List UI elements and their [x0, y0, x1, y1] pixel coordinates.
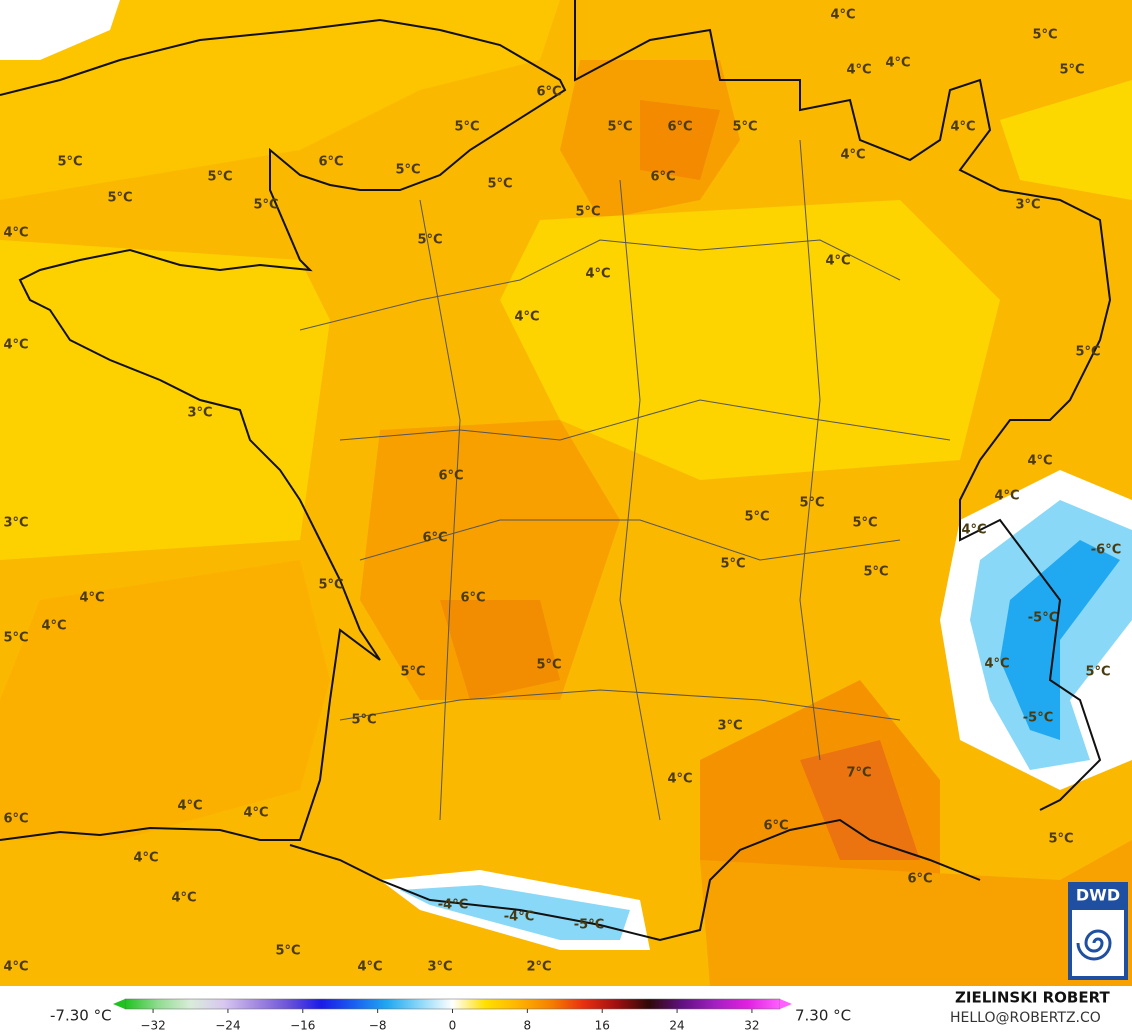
temperature-label: 5°C — [400, 665, 425, 680]
temperature-label: 4°C — [830, 8, 855, 23]
temperature-label: 4°C — [357, 960, 382, 975]
temperature-label: -5°C — [574, 918, 604, 933]
temperature-label: 3°C — [187, 406, 212, 421]
coastlines — [0, 0, 1112, 942]
temperature-label: -5°C — [1023, 711, 1053, 726]
temperature-label: 5°C — [575, 205, 600, 220]
temperature-label: 4°C — [79, 591, 104, 606]
temperature-fields — [0, 0, 1132, 986]
temperature-label: 7°C — [846, 766, 871, 781]
colorbar-bar — [124, 998, 781, 1010]
colorbar-tick-label: −32 — [140, 1019, 165, 1033]
temperature-label: -5°C — [1028, 611, 1058, 626]
temperature-label: 4°C — [41, 619, 66, 634]
colorbar-arrow-left — [113, 999, 125, 1009]
temperature-label: -6°C — [1091, 543, 1121, 558]
temperature-label: 4°C — [961, 523, 986, 538]
colorbar-tick-label: 0 — [449, 1019, 457, 1033]
temperature-label: 5°C — [732, 120, 757, 135]
temperature-label: 5°C — [3, 631, 28, 646]
colorbar-tick-label: −8 — [369, 1019, 387, 1033]
region-borders — [299, 139, 951, 821]
colorbar: −32 −24 −16 −8 0 8 16 24 32 -7.30 °C 7.30 °C — [50, 998, 851, 1033]
temperature-label: 5°C — [57, 155, 82, 170]
colorbar-max-label: 7.30 °C — [795, 1007, 851, 1025]
colorbar-tick-label: −16 — [290, 1019, 315, 1033]
logo-swirl — [1076, 929, 1112, 961]
temperature-label: 5°C — [1085, 665, 1110, 680]
temperature-label: 3°C — [717, 719, 742, 734]
temperature-label: 4°C — [840, 148, 865, 163]
temperature-label: 4°C — [885, 56, 910, 71]
colorbar-tick-label: 32 — [744, 1019, 759, 1033]
temperature-label: 4°C — [950, 120, 975, 135]
temperature-label: 5°C — [1075, 345, 1100, 360]
temperature-label: 5°C — [107, 191, 132, 206]
temperature-label: 5°C — [207, 170, 232, 185]
temperature-label: -4°C — [438, 898, 468, 913]
temperature-label: 4°C — [3, 226, 28, 241]
temperature-label: 5°C — [1059, 63, 1084, 78]
temperature-label: 4°C — [825, 254, 850, 269]
temperature-label: 3°C — [3, 516, 28, 531]
temperature-label: 5°C — [318, 578, 343, 593]
author: ZIELINSKI ROBERT — [955, 989, 1110, 1007]
temperature-label: 6°C — [667, 120, 692, 135]
colorbar-tick-label: 24 — [669, 1019, 684, 1033]
temperature-label: 5°C — [395, 163, 420, 178]
colorbar-arrow-right — [780, 999, 792, 1009]
temperature-label: 2°C — [526, 960, 551, 975]
temperature-label: 4°C — [243, 806, 268, 821]
temperature-label: 6°C — [907, 872, 932, 887]
temperature-label: 5°C — [1032, 28, 1057, 43]
temperature-labels: 4°C 5°C 4°C 4°C 5°C 6°C 5°C 5°C 6°C 5°C 4°C 5°C 6°C 5… — [3, 8, 1121, 975]
temperature-label: 6°C — [438, 469, 463, 484]
temperature-label: 6°C — [3, 812, 28, 827]
colorbar-tick-label: −24 — [215, 1019, 240, 1033]
temperature-label: 5°C — [351, 713, 376, 728]
temperature-label: 4°C — [177, 799, 202, 814]
temperature-label: 5°C — [253, 198, 278, 213]
temperature-label: 4°C — [514, 310, 539, 325]
temperature-label: 5°C — [487, 177, 512, 192]
temperature-label: 5°C — [536, 658, 561, 673]
temperature-label: 6°C — [460, 591, 485, 606]
temperature-label: -4°C — [504, 910, 534, 925]
colorbar-tick-label: 16 — [595, 1019, 610, 1033]
temperature-label: 4°C — [171, 891, 196, 906]
temperature-label: 5°C — [720, 557, 745, 572]
temperature-label: 4°C — [3, 960, 28, 975]
temperature-label: 5°C — [607, 120, 632, 135]
temperature-label: 6°C — [536, 85, 561, 100]
temperature-label: 4°C — [846, 63, 871, 78]
temperature-label: 3°C — [1015, 198, 1040, 213]
temperature-label: 5°C — [1048, 832, 1073, 847]
temperature-label: 4°C — [3, 338, 28, 353]
temperature-label: 5°C — [799, 496, 824, 511]
temperature-label: 5°C — [744, 510, 769, 525]
temperature-label: 6°C — [650, 170, 675, 185]
temperature-label: 6°C — [422, 531, 447, 546]
temperature-label: 4°C — [133, 851, 158, 866]
temperature-label: 4°C — [994, 489, 1019, 504]
temperature-label: 5°C — [275, 944, 300, 959]
temperature-label: 4°C — [667, 772, 692, 787]
colorbar-min-label: -7.30 °C — [50, 1007, 112, 1025]
temperature-label: 5°C — [852, 516, 877, 531]
logo-text: DWD — [1076, 886, 1120, 905]
temperature-label: 5°C — [863, 565, 888, 580]
temperature-label: 3°C — [427, 960, 452, 975]
logo-panel — [1072, 910, 1124, 976]
temperature-label: 4°C — [1027, 454, 1052, 469]
temperature-label: 5°C — [454, 120, 479, 135]
colorbar-tick-label: 8 — [524, 1019, 532, 1033]
temperature-label: 4°C — [984, 657, 1009, 672]
temperature-label: 6°C — [763, 819, 788, 834]
temperature-label: 6°C — [318, 155, 343, 170]
email: HELLO@ROBERTZ.CO — [950, 1010, 1101, 1026]
temperature-label: 4°C — [585, 267, 610, 282]
temperature-label: 5°C — [417, 233, 442, 248]
